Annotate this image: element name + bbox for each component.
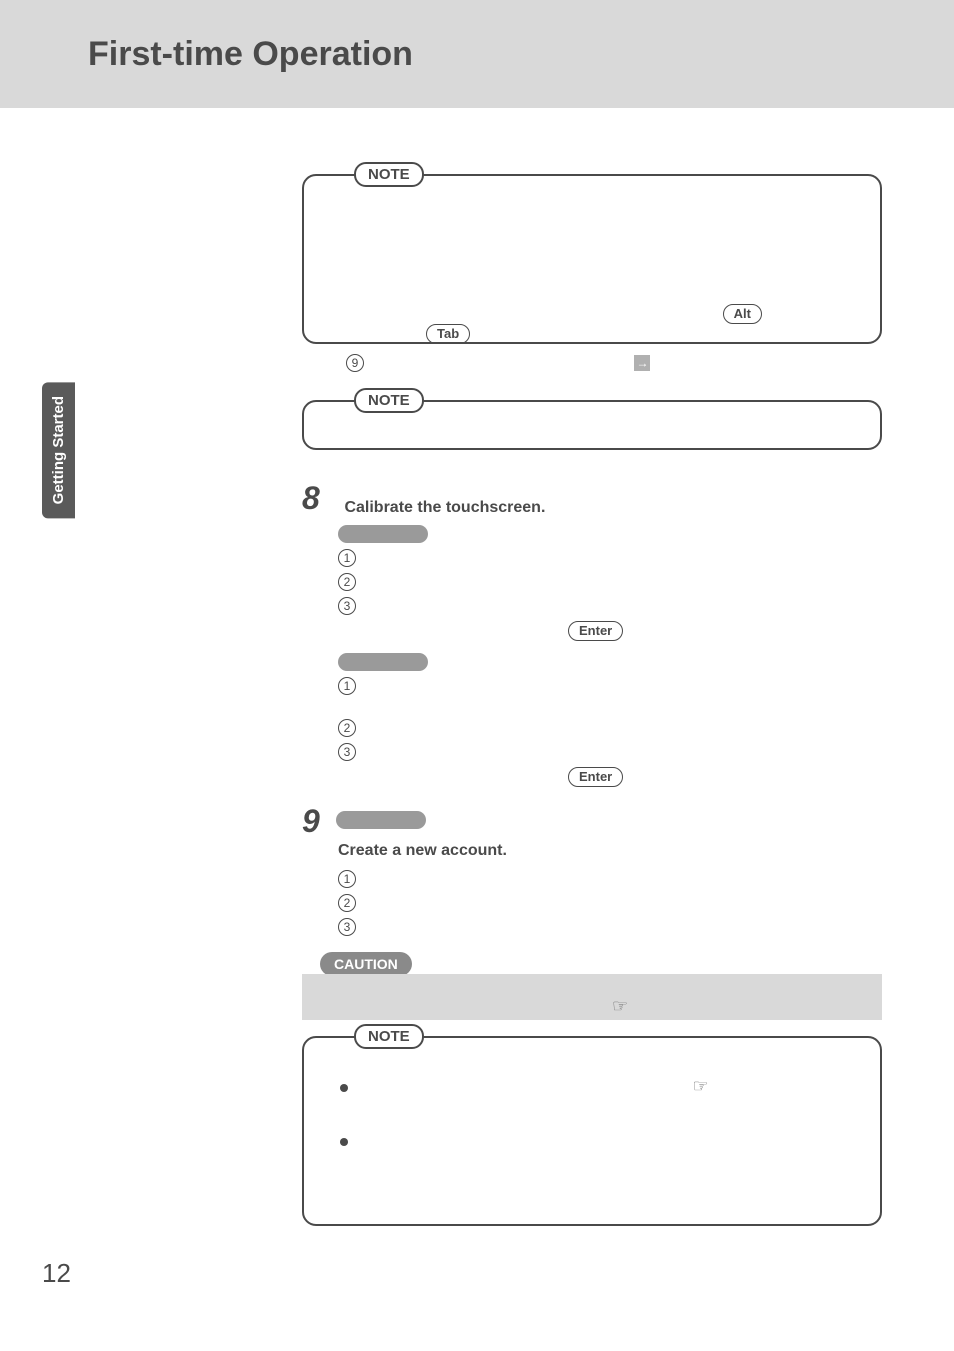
step-heading: Calibrate the touchscreen.: [344, 499, 545, 517]
step-heading: Create a new account.: [338, 842, 507, 860]
bullet-icon: [340, 1084, 348, 1092]
placeholder-pill: [338, 653, 428, 671]
section-tab-getting-started: Getting Started: [42, 382, 75, 518]
caution-block: CAUTION ☞: [302, 952, 882, 1020]
step-number: 8: [302, 480, 332, 517]
caution-label: CAUTION: [320, 952, 412, 976]
key-enter: Enter: [568, 767, 623, 787]
key-enter: Enter: [568, 621, 623, 641]
arrow-icon: →: [634, 355, 650, 371]
circled-number-icon: 3: [338, 743, 356, 761]
content-area: NOTE Alt Tab 9 → NOTE 8 Calibrate the to…: [302, 158, 882, 1226]
circled-number-icon: 3: [338, 597, 356, 615]
step-8: 8 Calibrate the touchscreen. 1 2 3 Enter…: [302, 480, 882, 787]
circled-number-icon: 2: [338, 894, 356, 912]
note-label: NOTE: [354, 1024, 424, 1049]
caution-body: ☞: [302, 974, 882, 1020]
note-box-3: NOTE ☞: [302, 1036, 882, 1226]
note-box-1: NOTE Alt Tab: [302, 174, 882, 344]
substep-9-row: 9 →: [346, 354, 886, 372]
placeholder-pill: [338, 525, 428, 543]
pointer-hand-icon: ☞: [692, 1076, 708, 1096]
placeholder-pill: [336, 811, 426, 829]
note-label: NOTE: [354, 162, 424, 187]
bullet-icon: [340, 1138, 348, 1146]
circled-number-icon: 1: [338, 870, 356, 888]
page-number: 12: [42, 1258, 71, 1289]
circled-number-icon: 2: [338, 573, 356, 591]
page-header: First-time Operation: [0, 0, 954, 108]
circled-number-icon: 2: [338, 719, 356, 737]
key-tab: Tab: [426, 324, 470, 344]
step-number: 9: [302, 803, 332, 840]
circled-number-icon: 3: [338, 918, 356, 936]
circled-number-icon: 1: [338, 549, 356, 567]
note-box-2: NOTE: [302, 400, 882, 450]
circled-number-icon: 9: [346, 354, 364, 372]
note-label: NOTE: [354, 388, 424, 413]
pointer-hand-icon: ☞: [612, 996, 628, 1017]
step-9: 9 Create a new account. 1 2 3 CAUTION ☞ …: [302, 803, 882, 1226]
page-title: First-time Operation: [88, 35, 413, 74]
key-alt: Alt: [723, 304, 762, 324]
circled-number-icon: 1: [338, 677, 356, 695]
